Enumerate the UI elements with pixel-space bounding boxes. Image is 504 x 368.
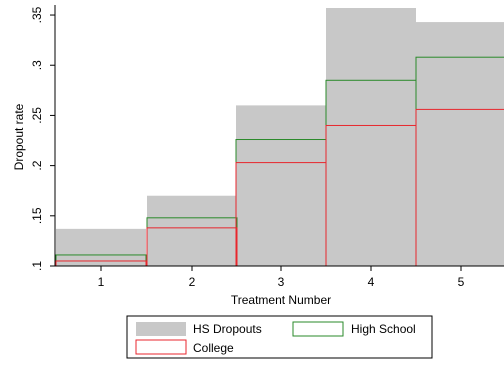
- y-ticks: .1 .15 .2 .25 .3 .35: [30, 6, 55, 271]
- x-tick-label-3: 3: [278, 275, 285, 289]
- bar-hs-dropouts-2: [147, 195, 237, 266]
- legend: HS Dropouts High School College: [126, 315, 433, 359]
- x-tick-label-1: 1: [98, 275, 105, 289]
- y-tick-label-5: .35: [30, 6, 44, 23]
- legend-label-hs-dropouts: HS Dropouts: [193, 322, 262, 336]
- y-axis-title: Dropout rate: [12, 103, 26, 170]
- bar-hs-dropouts-1: [56, 228, 146, 266]
- x-ticks: 1 2 3 4 5: [98, 266, 465, 289]
- bar-hs-dropouts-5: [416, 22, 504, 266]
- x-tick-label-5: 5: [458, 275, 465, 289]
- y-tick-label-3: .25: [30, 107, 44, 124]
- legend-label-high-school: High School: [351, 322, 416, 336]
- bar-hs-dropouts-3: [236, 105, 326, 266]
- y-tick-label-1: .15: [30, 207, 44, 224]
- x-tick-label-4: 4: [368, 275, 375, 289]
- y-tick-label-2: .2: [30, 160, 44, 170]
- legend-swatch-high-school: [292, 321, 344, 337]
- bars-layer: [55, 8, 504, 267]
- legend-swatch-hs-dropouts: [136, 322, 186, 336]
- legend-label-college: College: [193, 341, 234, 355]
- y-tick-label-0: .1: [30, 261, 44, 271]
- y-tick-label-4: .3: [30, 60, 44, 70]
- x-tick-label-2: 2: [189, 275, 196, 289]
- bar-hs-dropouts-4: [326, 8, 416, 267]
- legend-swatch-college: [135, 339, 187, 355]
- x-axis-title: Treatment Number: [231, 293, 331, 307]
